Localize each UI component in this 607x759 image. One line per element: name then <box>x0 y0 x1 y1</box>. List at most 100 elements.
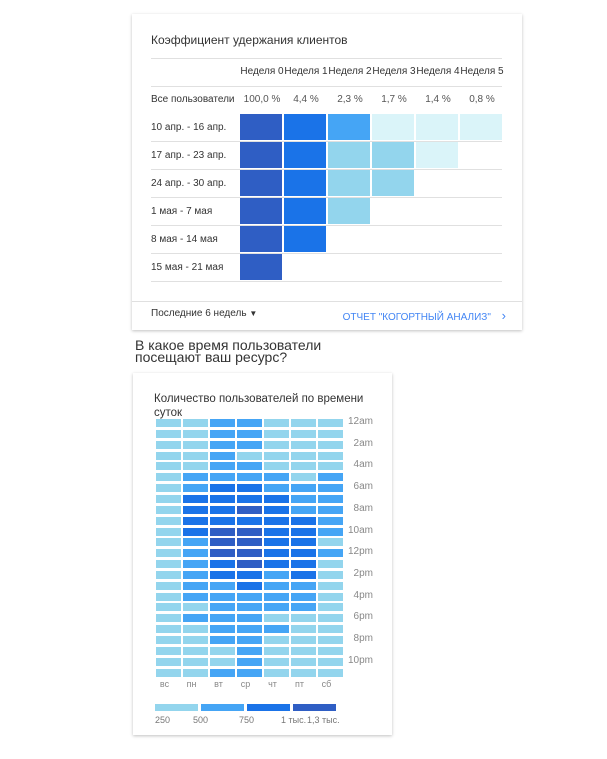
heatmap-cell <box>237 462 262 471</box>
legend-swatch <box>247 704 290 711</box>
cohort-row-label: 24 апр. - 30 апр. <box>151 178 227 189</box>
day-label: пт <box>295 679 304 689</box>
heatmap-cell <box>210 516 235 525</box>
day-label: ср <box>240 679 251 689</box>
all-users-value: 1,7 % <box>381 94 407 105</box>
heatmap-cell <box>291 419 316 427</box>
heatmap-cell <box>156 549 181 558</box>
hour-label: 12am <box>347 416 373 427</box>
cohort-row-label: 15 мая - 21 мая <box>151 262 224 273</box>
heatmap-cell <box>291 527 316 536</box>
legend-label: 1,3 тыс. <box>307 715 340 725</box>
hour-label: 4pm <box>353 589 373 601</box>
heatmap-cell <box>318 505 343 514</box>
dropdown-arrow-icon: ▼ <box>249 309 258 318</box>
cohort-cell <box>328 198 370 224</box>
divider <box>151 141 502 142</box>
heatmap-title: Количество пользователей по времени суто… <box>154 393 364 419</box>
heatmap-cell <box>318 570 343 579</box>
heatmap-cell <box>183 494 208 503</box>
heatmap-cell <box>291 581 316 590</box>
hour-label: 6pm <box>353 611 373 623</box>
heatmap-cell <box>264 549 289 558</box>
cohort-report-link[interactable]: ОТЧЕТ "КОГОРТНЫЙ АНАЛИЗ" › <box>343 308 506 323</box>
week-header: Неделя 5 <box>460 66 504 77</box>
all-users-value: 1,4 % <box>425 94 451 105</box>
heatmap-cell <box>237 592 262 601</box>
cohort-cell <box>372 114 414 140</box>
heatmap-cell <box>156 625 181 634</box>
cohort-cell <box>372 142 414 168</box>
heatmap-cell <box>264 560 289 569</box>
heatmap-cell <box>237 636 262 644</box>
heatmap-cell <box>291 614 316 623</box>
cohort-cell <box>284 114 326 140</box>
heatmap-cell <box>156 440 181 449</box>
heatmap-cell <box>156 516 181 525</box>
heatmap-cell <box>237 473 262 482</box>
heatmap-cell <box>183 473 208 482</box>
heatmap-cell <box>237 429 262 438</box>
range-select[interactable]: Последние 6 недель ▼ <box>151 308 257 319</box>
heatmap-cell <box>210 625 235 634</box>
heatmap-cell <box>291 625 316 634</box>
heatmap-cell <box>237 560 262 569</box>
heatmap-cell <box>237 657 262 666</box>
heatmap-cell <box>237 570 262 579</box>
heatmap-cell <box>156 527 181 536</box>
heatmap-cell <box>156 603 181 612</box>
heatmap-cell <box>210 603 235 612</box>
cohort-cell <box>240 198 282 224</box>
heatmap-cell <box>237 668 262 677</box>
heatmap-cell <box>210 527 235 536</box>
heatmap-cell <box>183 451 208 460</box>
heatmap-cell <box>156 429 181 438</box>
heatmap-cell <box>264 473 289 482</box>
heatmap-cell <box>183 668 208 677</box>
cohort-row-label: 17 апр. - 23 апр. <box>151 150 227 161</box>
heatmap-cell <box>210 581 235 590</box>
heatmap-cell <box>183 646 208 655</box>
heatmap-cell <box>237 625 262 634</box>
week-header: Неделя 3 <box>372 66 416 77</box>
heatmap-cell <box>318 538 343 547</box>
heatmap-cell <box>318 462 343 471</box>
all-users-value: 0,8 % <box>469 94 495 105</box>
heatmap-cell <box>156 646 181 655</box>
cohort-row-label: 1 мая - 7 мая <box>151 206 213 217</box>
week-header: Неделя 0 <box>240 66 284 77</box>
heatmap-cell <box>156 538 181 547</box>
heatmap-cell <box>318 581 343 590</box>
heatmap-cell <box>291 668 316 677</box>
heatmap-cell <box>183 527 208 536</box>
heatmap-cell <box>264 527 289 536</box>
heatmap-cell <box>264 419 289 427</box>
heatmap-cell <box>291 603 316 612</box>
cohort-cell <box>416 142 458 168</box>
heatmap-cell <box>210 419 235 427</box>
heatmap-cell <box>210 462 235 471</box>
cohort-row-label: 8 мая - 14 мая <box>151 234 218 245</box>
heatmap-cell <box>237 494 262 503</box>
heatmap-cell <box>291 636 316 644</box>
heatmap-cell <box>156 473 181 482</box>
day-label: пн <box>186 679 197 689</box>
day-label: чт <box>268 679 277 689</box>
heatmap-cell <box>264 646 289 655</box>
heatmap-cell <box>264 429 289 438</box>
heatmap-cell <box>291 473 316 482</box>
heatmap-cell <box>156 581 181 590</box>
legend-label: 500 <box>193 715 209 725</box>
cohort-cell <box>240 114 282 140</box>
heatmap-cell <box>183 657 208 666</box>
heatmap-cell <box>183 538 208 547</box>
heatmap-cell <box>318 636 343 644</box>
heatmap-cell <box>291 494 316 503</box>
hour-label: 8pm <box>353 633 373 644</box>
heatmap-cell <box>291 570 316 579</box>
heatmap-cell <box>210 505 235 514</box>
heatmap-cell <box>210 440 235 449</box>
heatmap-cell <box>183 429 208 438</box>
heatmap-cell <box>156 451 181 460</box>
day-label: сб <box>321 679 332 689</box>
